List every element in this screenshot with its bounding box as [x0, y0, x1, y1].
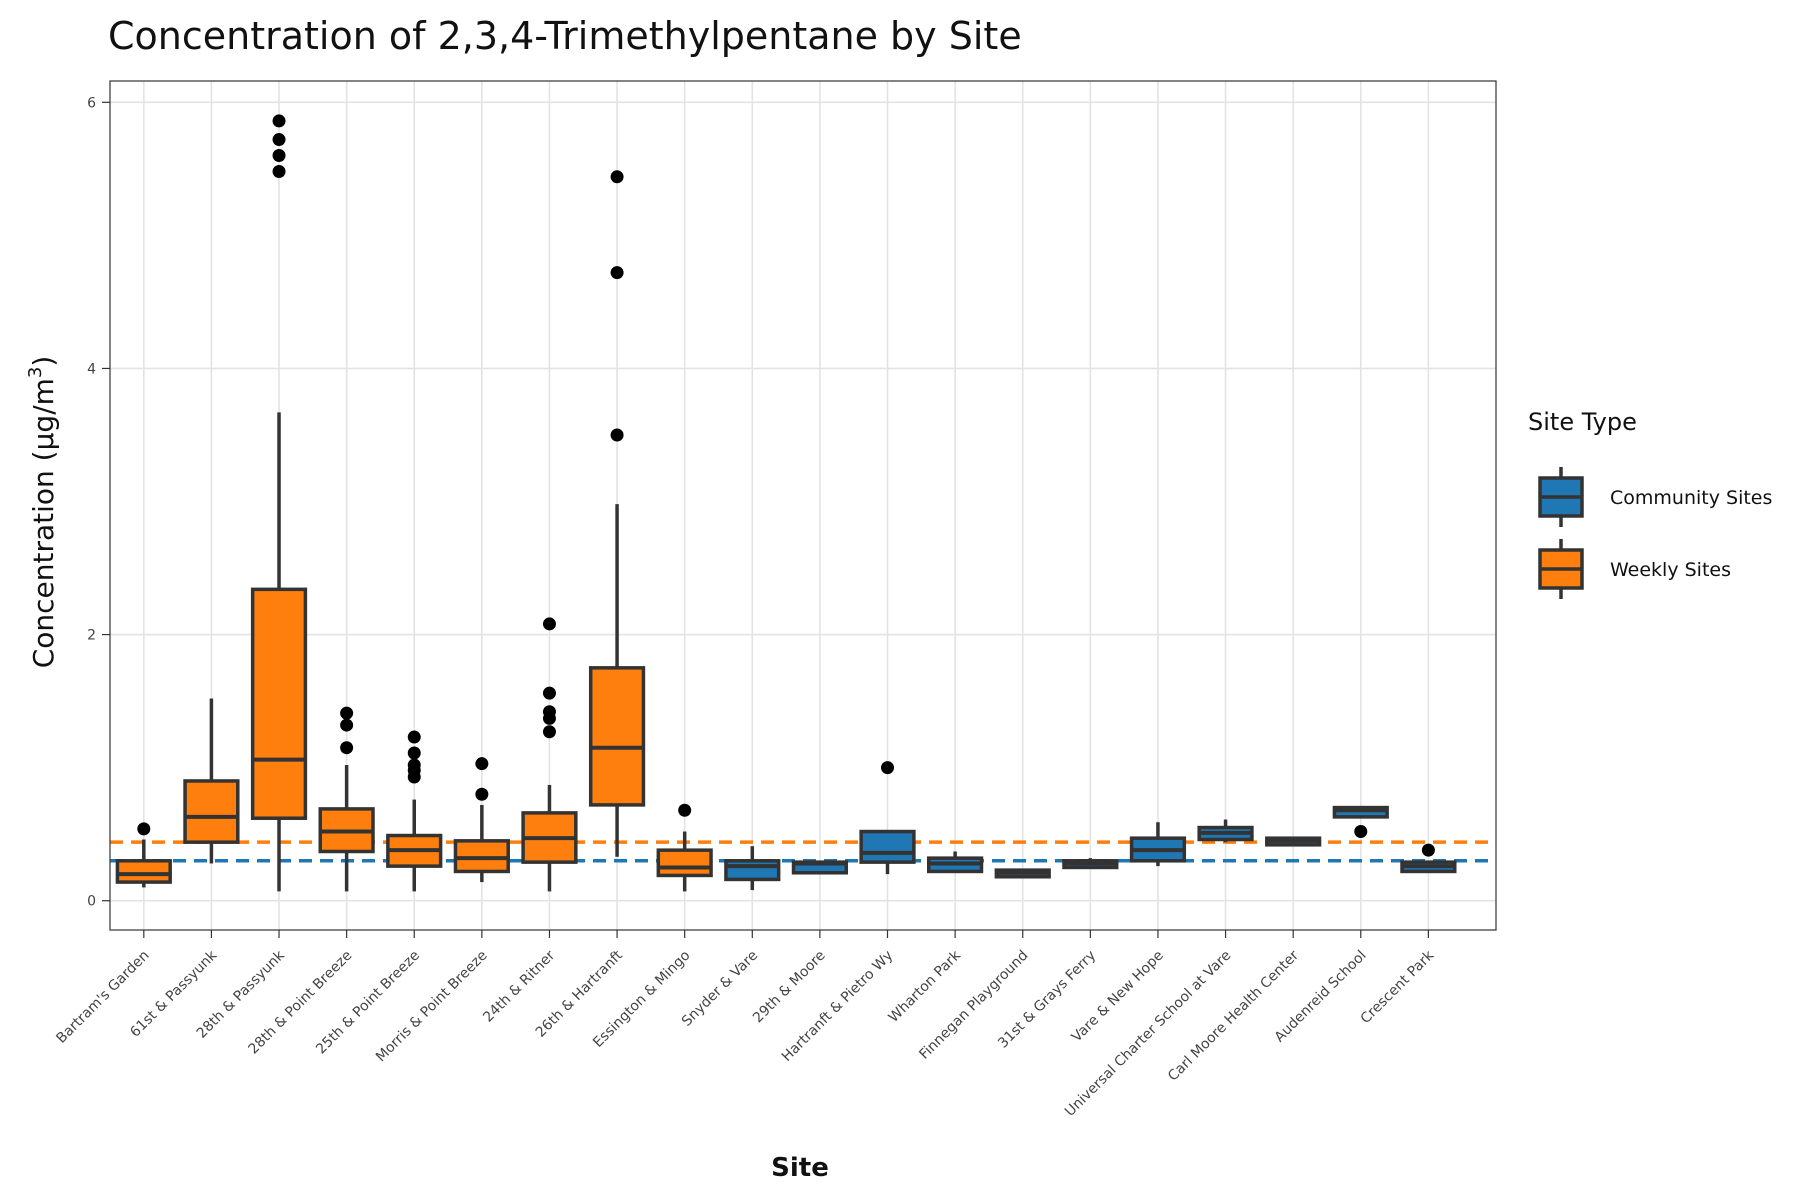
outlier-point: [137, 822, 151, 836]
x-tick-label: Carl Moore Health Center: [1165, 947, 1302, 1084]
outlier-point: [1354, 825, 1368, 839]
x-axis-title: Site: [771, 1153, 829, 1183]
outlier-point: [340, 706, 354, 720]
box-body: [724, 859, 781, 882]
box-body: [115, 859, 172, 884]
y-tick-label: 6: [87, 95, 96, 111]
legend-label: Community Sites: [1610, 487, 1772, 509]
box: [994, 868, 1051, 879]
x-tick-label: Hartranft & Pietro Wy: [779, 948, 896, 1065]
box: [318, 706, 375, 892]
outlier-point: [610, 266, 624, 280]
box: [115, 822, 172, 888]
box: [1062, 858, 1119, 870]
legend-items: Community Sites Weekly Sites: [1538, 467, 1772, 599]
box: [386, 730, 443, 892]
box: [791, 860, 849, 875]
box: [1400, 843, 1457, 874]
y-axis-title-close: ): [27, 356, 60, 367]
outlier-point: [475, 757, 489, 771]
outlier-point: [1421, 843, 1435, 857]
y-tick-label: 2: [87, 628, 96, 644]
y-tick-label: 4: [87, 361, 96, 377]
grid: [110, 81, 1496, 930]
outlier-point: [542, 617, 556, 631]
x-tick-label: Morris & Point Breeze: [373, 948, 491, 1066]
outlier-point: [610, 170, 624, 184]
outlier-point: [881, 761, 895, 775]
x-tick-label: Crescent Park: [1358, 947, 1438, 1027]
box: [250, 114, 308, 892]
outlier-point: [407, 758, 421, 772]
outlier-point: [542, 725, 556, 739]
outlier-point: [272, 164, 286, 178]
box: [453, 757, 510, 883]
outlier-point: [678, 803, 692, 817]
box-body: [588, 666, 646, 807]
outlier-point: [475, 787, 489, 801]
box: [927, 851, 984, 874]
box: [859, 761, 916, 875]
box-body: [656, 848, 713, 878]
box-body: [250, 587, 308, 820]
plot-panel-border: [109, 80, 1497, 931]
boxes: [115, 114, 1457, 892]
y-axis-title: Concentration (μg/m3): [25, 356, 60, 669]
chart-title: Concentration of 2,3,4-Trimethylpentane …: [108, 14, 1022, 58]
box: [183, 698, 240, 864]
outlier-point: [610, 428, 624, 442]
outlier-point: [542, 686, 556, 700]
legend: Site Type Community Sites Weekly Sites: [1528, 408, 1772, 599]
legend-label: Weekly Sites: [1610, 559, 1731, 581]
outlier-point: [407, 730, 421, 744]
box-body: [183, 779, 240, 844]
box: [521, 617, 578, 892]
outlier-point: [407, 746, 421, 760]
legend-title: Site Type: [1528, 408, 1637, 436]
box: [588, 170, 646, 857]
x-tick-label: 24th & Ritner: [480, 947, 558, 1025]
outlier-point: [542, 705, 556, 719]
y-axis-title-main: Concentration (μg/m: [27, 378, 60, 668]
plot-panel-background: [110, 81, 1496, 930]
box-body: [859, 829, 916, 864]
outlier-point: [272, 114, 286, 128]
box: [1197, 819, 1254, 843]
y-tick-label: 0: [87, 894, 96, 910]
y-axis-title-superscript: 3: [25, 367, 46, 378]
outlier-point: [340, 718, 354, 732]
box: [1332, 805, 1389, 839]
box: [1129, 822, 1187, 867]
outlier-point: [272, 149, 286, 163]
legend-item: Weekly Sites: [1538, 539, 1731, 599]
legend-item: Community Sites: [1538, 467, 1772, 527]
box: [656, 803, 713, 892]
y-axis-ticks: 0 2 4 6: [87, 95, 110, 910]
box: [1265, 836, 1322, 847]
outlier-point: [340, 741, 354, 755]
x-tick-label: Finnegan Playground: [916, 948, 1031, 1063]
outlier-point: [272, 133, 286, 147]
box: [724, 846, 781, 891]
